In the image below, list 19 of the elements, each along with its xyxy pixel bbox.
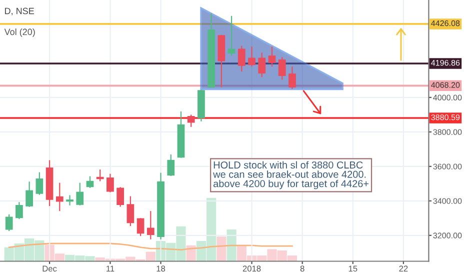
ref-line-label: 4068.20 (431, 82, 460, 88)
ref-line-label: 3880.59 (431, 114, 460, 120)
x-tick-label: 11 (106, 266, 114, 272)
x-tick-label: 2018 (242, 266, 261, 272)
ref-line-label: 4426.08 (431, 20, 460, 26)
y-tick-label: 3600.00 (433, 164, 462, 170)
x-tick-label: 18 (156, 266, 166, 272)
y-tick-label: 3200.00 (433, 232, 462, 238)
x-tick-label: 15 (348, 266, 358, 272)
y-tick-label: 4000.00 (433, 94, 462, 100)
ref-line-label: 4196.86 (431, 60, 460, 66)
text: D, NSE (5, 8, 34, 16)
y-tick-label: 3800.00 (433, 129, 462, 135)
x-tick-label: 8 (300, 266, 304, 272)
y-tick-label: 3400.00 (433, 198, 462, 204)
x-tick-label: 22 (399, 266, 408, 272)
annotation: Vol (20) (4, 28, 35, 37)
annotation: HOLD stock with sl of 3880 CLBC we can see braek-out above 4200. above 4200 buy for target of 4426+ (213, 161, 369, 190)
x-tick-label: Dec (42, 266, 57, 272)
